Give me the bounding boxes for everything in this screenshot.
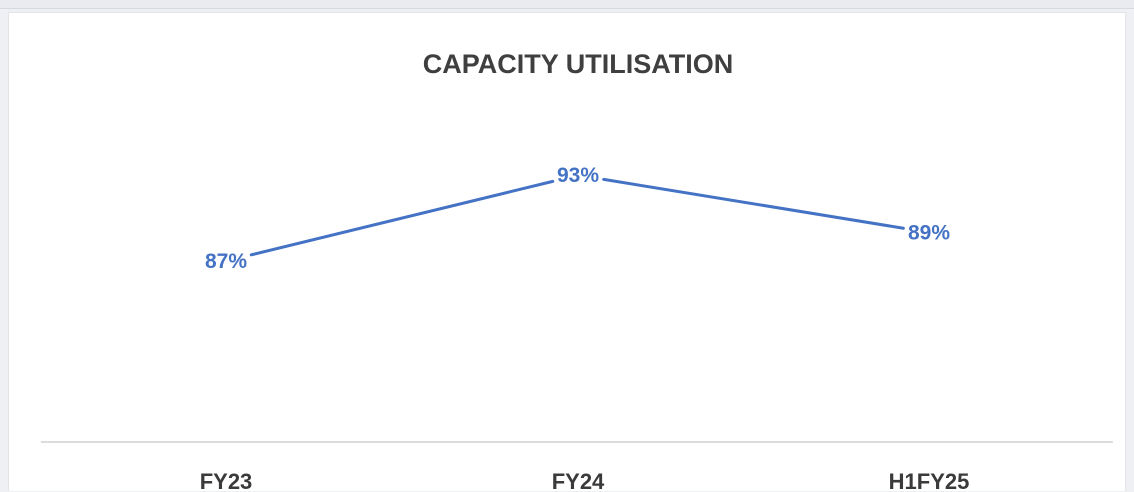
x-tick-label: FY24	[552, 469, 605, 492]
x-tick-label: FY23	[200, 469, 253, 492]
series-line-segment	[602, 177, 905, 230]
chart-panel: CAPACITY UTILISATION 87% 93% 89% FY23 FY24 H…	[8, 12, 1126, 492]
data-label: 87%	[205, 250, 247, 273]
data-label: 93%	[557, 164, 599, 187]
x-tick-labels: FY23 FY24 H1FY25	[200, 469, 970, 492]
series-layer: 87% 93% 89%	[205, 164, 950, 273]
top-strip	[0, 0, 1134, 9]
data-label: 89%	[908, 221, 950, 244]
series-line-segment	[249, 179, 555, 257]
capacity-line-chart: CAPACITY UTILISATION 87% 93% 89% FY23 FY24 H…	[41, 49, 1113, 492]
chart-title: CAPACITY UTILISATION	[423, 49, 734, 79]
x-tick-label: H1FY25	[889, 469, 970, 492]
